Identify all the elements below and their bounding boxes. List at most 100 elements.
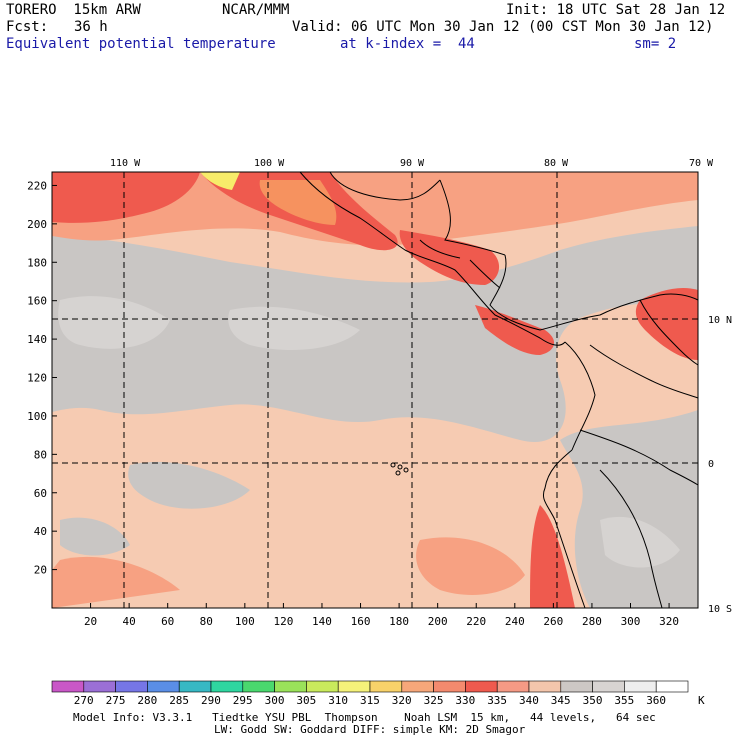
- legend-swatch: [528, 680, 562, 693]
- x-tick-label: 40: [123, 615, 136, 628]
- model-info: Model Info: V3.3.1 Tiedtke YSU PBL Thomp…: [73, 711, 656, 724]
- lat-label-10s: 10 S: [708, 604, 732, 615]
- legend-swatch: [178, 680, 212, 693]
- gray-southamerica: [560, 410, 698, 608]
- legend-value: 325: [423, 694, 444, 707]
- x-tick-label: 220: [466, 615, 486, 628]
- gray-patch-1: [58, 296, 170, 349]
- legend-value: 270: [73, 694, 94, 707]
- legend-value: 275: [105, 694, 126, 707]
- y-tick-label: 220: [27, 179, 47, 192]
- lat-label-0: 0: [708, 459, 714, 470]
- orange-mexico: [259, 180, 337, 225]
- legend-swatch: [655, 680, 689, 693]
- smoothing-label: sm= 2: [634, 36, 677, 52]
- x-tick-label: 160: [351, 615, 371, 628]
- coast-yucatan: [439, 179, 506, 256]
- legend-unit: K: [698, 694, 705, 707]
- legend-value: 290: [201, 694, 221, 707]
- galapagos-2: [397, 464, 403, 470]
- coast-caribbean: [489, 254, 699, 331]
- y-tick-label: 80: [34, 448, 47, 461]
- x-tick-label: 140: [312, 615, 332, 628]
- y-tick-label: 180: [27, 256, 47, 269]
- legend-swatch: [51, 680, 85, 693]
- y-tick-label: 40: [34, 525, 47, 538]
- legend-swatch: [306, 680, 339, 693]
- legend-swatch: [115, 680, 148, 693]
- lat-label-10n: 10 N: [708, 315, 732, 326]
- coast-peru: [554, 519, 586, 609]
- legend-value: 320: [391, 694, 412, 707]
- border-6: [469, 259, 501, 289]
- border-2: [579, 429, 699, 486]
- legend-swatch: [369, 680, 403, 693]
- legend-value: 360: [646, 694, 667, 707]
- x-tick-label: 100: [235, 615, 255, 628]
- x-tick-label: 180: [389, 615, 409, 628]
- map-frame: [51, 171, 699, 609]
- legend-swatch: [465, 680, 498, 693]
- legend-value: 330: [455, 694, 476, 707]
- color-legend: [51, 680, 689, 693]
- legend-value: 345: [550, 694, 571, 707]
- x-tick-label: 20: [84, 615, 97, 628]
- legend-swatch: [592, 680, 625, 693]
- x-tick-label: 280: [582, 615, 602, 628]
- yellow-mexico: [200, 172, 240, 190]
- legend-value: 280: [137, 694, 158, 707]
- x-tick-label: 320: [659, 615, 679, 628]
- y-tick-label: 160: [27, 295, 47, 308]
- init-time: Init: 18 UTC Sat 28 Jan 12: [506, 2, 726, 18]
- forecast-label: Fcst:: [6, 19, 49, 35]
- gray-band: [52, 226, 698, 442]
- y-tick-label: 20: [34, 564, 47, 577]
- gray-patch-5: [600, 516, 680, 568]
- coastlines: [299, 171, 699, 609]
- coast-mexico: [299, 171, 566, 346]
- lon-label-100w: 100 W: [254, 158, 285, 169]
- hot-venezuela: [635, 288, 698, 360]
- model-title: TORERO 15km ARW: [6, 2, 141, 18]
- x-tick-label: 80: [200, 615, 213, 628]
- y-tick-label: 100: [27, 410, 47, 423]
- y-tick-label: 140: [27, 333, 47, 346]
- warm-south: [416, 537, 525, 595]
- legend-value: 305: [296, 694, 317, 707]
- legend-value: 340: [519, 694, 539, 707]
- legend-swatch: [274, 680, 307, 693]
- x-axis-ticks: 20 40 60 80 100 120 140 160 180 200 220 240 260 280 30…: [84, 603, 679, 628]
- y-tick-label: 120: [27, 372, 47, 385]
- legend-value: 310: [328, 694, 349, 707]
- y-tick-label: 200: [27, 218, 47, 231]
- x-tick-label: 120: [273, 615, 293, 628]
- legend-value: 295: [232, 694, 253, 707]
- galapagos-4: [395, 470, 401, 476]
- legend-swatch: [496, 680, 530, 693]
- gray-patch-2: [228, 306, 360, 350]
- legend-swatch: [147, 680, 180, 693]
- hot-northwest: [52, 172, 200, 223]
- legend-swatch: [337, 680, 371, 693]
- legend-value: 350: [582, 694, 603, 707]
- legend-value: 335: [487, 694, 508, 707]
- field-name: Equivalent potential temperature: [6, 36, 276, 52]
- legend-swatch: [210, 680, 244, 693]
- border-1: [589, 344, 699, 399]
- border-4: [639, 299, 699, 366]
- coast-gulf: [329, 171, 441, 201]
- x-tick-label: 300: [621, 615, 641, 628]
- gray-patch-4: [60, 517, 130, 556]
- coast-ecuador: [542, 449, 573, 521]
- legend-value: 355: [614, 694, 635, 707]
- level-label: at k-index = 44: [340, 36, 475, 52]
- forecast-hours: 36 h: [74, 19, 108, 35]
- legend-swatch: [242, 680, 275, 693]
- gray-patch-3: [128, 461, 250, 509]
- org-label: NCAR/MMM: [222, 2, 290, 18]
- lon-label-70w: 70 W: [689, 158, 714, 169]
- legend-swatch: [624, 680, 657, 693]
- legend-swatch: [433, 680, 466, 693]
- lon-label-110w: 110 W: [110, 158, 141, 169]
